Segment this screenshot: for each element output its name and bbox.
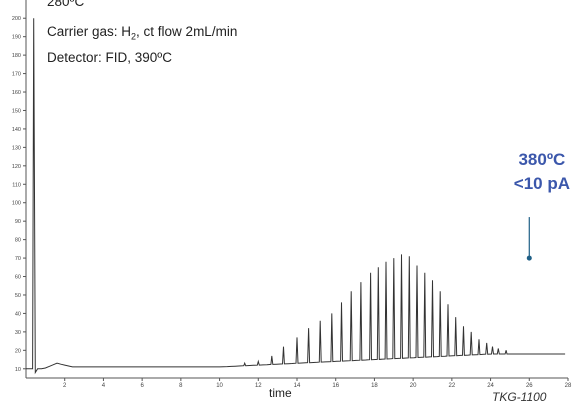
y-tick-label: 40 (15, 311, 21, 317)
x-tick-label: 4 (102, 383, 106, 389)
header-line-3: Detector: FID, 390ºC (47, 50, 172, 65)
annotation-block: 380ºC <10 pA (514, 148, 570, 196)
header-line-2: Carrier gas: H2, ct flow 2mL/min (47, 24, 237, 42)
x-tick-label: 28 (565, 383, 572, 389)
x-tick-label: 26 (526, 383, 533, 389)
y-tick-label: 90 (15, 219, 21, 225)
y-tick-label: 70 (15, 256, 21, 262)
x-tick-label: 8 (179, 383, 183, 389)
y-tick-label: 50 (15, 293, 21, 299)
carrier-gas-label: Carrier gas: H (47, 24, 132, 39)
x-tick-label: 24 (487, 383, 494, 389)
x-tick-label: 14 (294, 383, 301, 389)
y-tick-label: 180 (12, 53, 21, 59)
x-tick-label: 22 (449, 383, 456, 389)
y-tick-label: 120 (12, 164, 21, 170)
y-tick-label: 170 (12, 72, 21, 78)
y-tick-label: 30 (15, 330, 21, 336)
x-axis-label: time (269, 386, 292, 400)
chromatogram-trace (26, 18, 566, 375)
y-tick-label: 100 (12, 201, 21, 207)
y-tick-label: 160 (12, 90, 21, 96)
y-tick-label: 110 (12, 182, 21, 188)
y-tick-label: 10 (15, 367, 21, 373)
annotation-marker-dot (526, 255, 532, 261)
annotation-signal: <10 pA (513, 174, 570, 193)
x-tick-label: 18 (371, 383, 378, 389)
x-ticks: 2 4 6 8 10 12 14 16 18 20 22 24 26 28 (63, 378, 572, 389)
carrier-gas-flow: , ct flow 2mL/min (136, 24, 238, 39)
y-tick-label: 80 (15, 238, 21, 244)
y-ticks: 10 20 30 40 50 60 70 80 90 100 110 120 130 140 150 160 1… (12, 16, 26, 373)
figure-code: TKG-1100 (492, 390, 547, 404)
x-tick-label: 12 (255, 383, 262, 389)
header-line-1: 280ºC (47, 0, 85, 9)
carrier-gas-subscript: 2 (131, 31, 137, 42)
annotation-temp: 380ºC (518, 150, 566, 169)
x-tick-label: 20 (410, 383, 417, 389)
x-tick-label: 10 (216, 383, 223, 389)
y-tick-label: 20 (15, 348, 21, 354)
x-tick-label: 16 (332, 383, 339, 389)
y-tick-label: 200 (12, 16, 21, 22)
y-tick-label: 140 (12, 127, 21, 133)
y-tick-label: 190 (12, 35, 21, 41)
y-tick-label: 60 (15, 275, 21, 281)
y-tick-label: 130 (12, 145, 21, 151)
y-tick-label: 150 (12, 108, 21, 114)
x-tick-label: 2 (63, 383, 67, 389)
x-tick-label: 6 (140, 383, 144, 389)
